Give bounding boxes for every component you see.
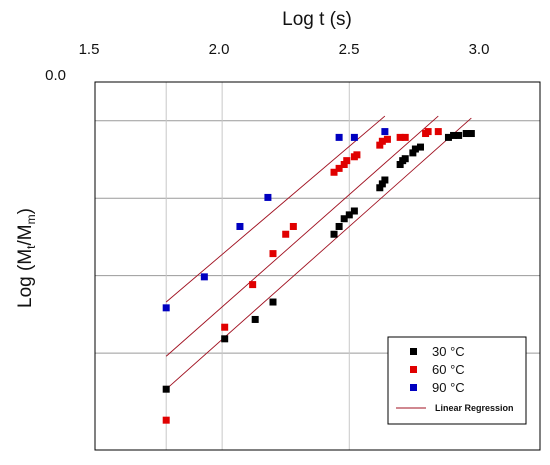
data-point bbox=[411, 145, 419, 153]
legend-label-90: 90 °C bbox=[432, 380, 465, 395]
legend-marker-90 bbox=[410, 384, 417, 391]
fit-lines bbox=[165, 115, 472, 390]
x-tick-label: 2.5 bbox=[339, 41, 360, 58]
x-axis-ticks: 1.5 2.0 2.5 3.0 bbox=[79, 41, 490, 58]
data-point bbox=[236, 222, 244, 230]
data-point bbox=[434, 128, 442, 136]
data-point bbox=[162, 304, 170, 312]
legend-marker-60 bbox=[410, 366, 417, 373]
data-point bbox=[330, 230, 338, 238]
data-point bbox=[289, 222, 297, 230]
data-point bbox=[162, 416, 170, 424]
data-point bbox=[401, 133, 409, 141]
data-point bbox=[401, 155, 409, 163]
data-point bbox=[251, 315, 259, 323]
data-point bbox=[343, 157, 351, 165]
data-point bbox=[383, 135, 391, 143]
data-point bbox=[462, 130, 470, 138]
data-point bbox=[335, 133, 343, 141]
data-point bbox=[340, 215, 348, 223]
y-axis-ticks: 0.0-0.2-0.4-0.6-0.8 bbox=[40, 0, 66, 84]
data-point bbox=[450, 131, 458, 139]
data-point bbox=[350, 207, 358, 215]
data-point bbox=[330, 168, 338, 176]
data-point bbox=[200, 273, 208, 281]
legend-label-30: 30 °C bbox=[432, 344, 465, 359]
data-point bbox=[396, 161, 404, 169]
data-point bbox=[467, 130, 475, 138]
data-point bbox=[444, 133, 452, 141]
x-tick-label: 1.5 bbox=[79, 41, 100, 58]
data-point bbox=[424, 128, 432, 136]
data-point bbox=[455, 131, 463, 139]
data-point bbox=[378, 137, 386, 145]
data-point bbox=[269, 298, 277, 306]
data-point bbox=[335, 164, 343, 172]
data-point bbox=[249, 281, 257, 289]
data-point bbox=[221, 323, 229, 331]
data-points bbox=[162, 128, 475, 424]
data-point bbox=[340, 161, 348, 169]
data-point bbox=[353, 151, 361, 159]
data-point bbox=[350, 133, 358, 141]
data-point bbox=[416, 143, 424, 151]
data-point bbox=[376, 184, 384, 192]
data-point bbox=[221, 335, 229, 343]
data-point bbox=[335, 222, 343, 230]
data-point bbox=[269, 250, 277, 258]
legend-label-regression: Linear Regression bbox=[435, 403, 514, 413]
plot-frame bbox=[94, 81, 541, 451]
y-tick-label: -0.2 bbox=[40, 0, 66, 2]
data-point bbox=[162, 385, 170, 393]
x-tick-label: 3.0 bbox=[469, 41, 490, 58]
data-point bbox=[378, 180, 386, 188]
y-axis-title: Log (Mt/Mm) bbox=[15, 208, 38, 308]
x-axis-title: Log t (s) bbox=[282, 9, 352, 30]
x-tick-label: 2.0 bbox=[209, 41, 230, 58]
data-point bbox=[376, 141, 384, 149]
data-point bbox=[264, 193, 272, 201]
regression-line bbox=[165, 115, 386, 303]
y-tick-label: 0.0 bbox=[45, 67, 66, 84]
legend-marker-30 bbox=[410, 348, 417, 355]
legend-label-60: 60 °C bbox=[432, 362, 465, 377]
data-point bbox=[381, 176, 389, 184]
regression-line bbox=[165, 115, 439, 357]
data-point bbox=[381, 128, 389, 136]
data-point bbox=[396, 133, 404, 141]
data-point bbox=[345, 211, 353, 219]
regression-line bbox=[165, 117, 472, 390]
data-point bbox=[409, 149, 417, 157]
legend: 30 °C 60 °C 90 °C Linear Regression bbox=[387, 336, 527, 425]
data-point bbox=[282, 230, 290, 238]
